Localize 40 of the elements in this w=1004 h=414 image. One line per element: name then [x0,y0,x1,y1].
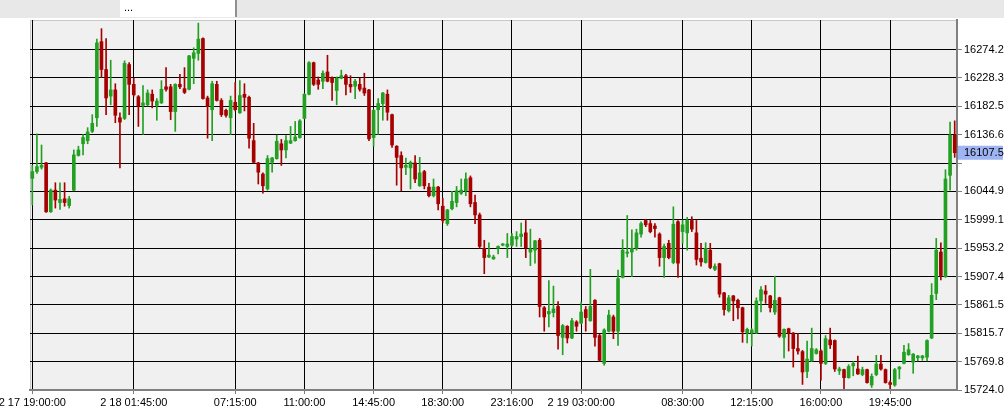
candlestick [30,165,35,206]
y-tick-label: 15769.8 [964,354,1004,367]
y-tick-label: 15907.4 [964,269,1004,282]
y-tick-label: 16136.6 [964,127,1004,140]
x-tick-label: 19:45:00 [868,395,912,408]
text: ... [120,0,237,17]
x-tick-label: 2 18 01:45:00 [100,395,168,408]
x-tick-label: 2 19 03:00:00 [547,395,615,408]
candlestick [547,280,551,328]
x-tick-label: 08:30:00 [661,395,704,408]
x-tick-label: 11:00:00 [283,395,326,408]
candlestick [404,157,408,176]
candlestick [330,76,334,101]
y-tick-label: 15815.7 [964,326,1004,339]
x-tick-label: 23:16:00 [490,395,534,408]
y-tick-label: 16182.5 [964,99,1004,112]
candlestick [178,74,182,90]
candlestick [293,121,298,142]
candlestick [731,295,736,322]
y-tick-label: 16228.3 [964,71,1004,84]
candlestick [58,182,62,210]
candlestick [141,85,145,135]
y-tick-label: 15724.0 [964,383,1004,396]
y-tick-label: 16274.2 [964,42,1004,55]
y-tick-label: 15861.5 [964,297,1004,310]
y-tick-label: 15953.2 [964,241,1004,254]
x-tick-label: 07:15:00 [213,395,257,408]
candlestick [630,229,634,278]
candlestick [519,222,523,247]
y-tick-label: 15999.1 [964,212,1004,225]
candlestick [118,112,122,169]
x-tick-label: 18:30:00 [421,395,465,408]
x-tick-label: 2 17 19:00:00 [0,395,66,408]
x-tick-label: 12:15:00 [730,395,774,408]
candlestick [108,59,113,106]
x-tick-label: 16:00:00 [799,395,843,408]
x-tick-label: 14:45:00 [352,395,395,408]
candlestick [851,361,856,377]
y-tick-label: 16044.9 [964,184,1004,197]
text: 16107.5 [964,145,1004,158]
